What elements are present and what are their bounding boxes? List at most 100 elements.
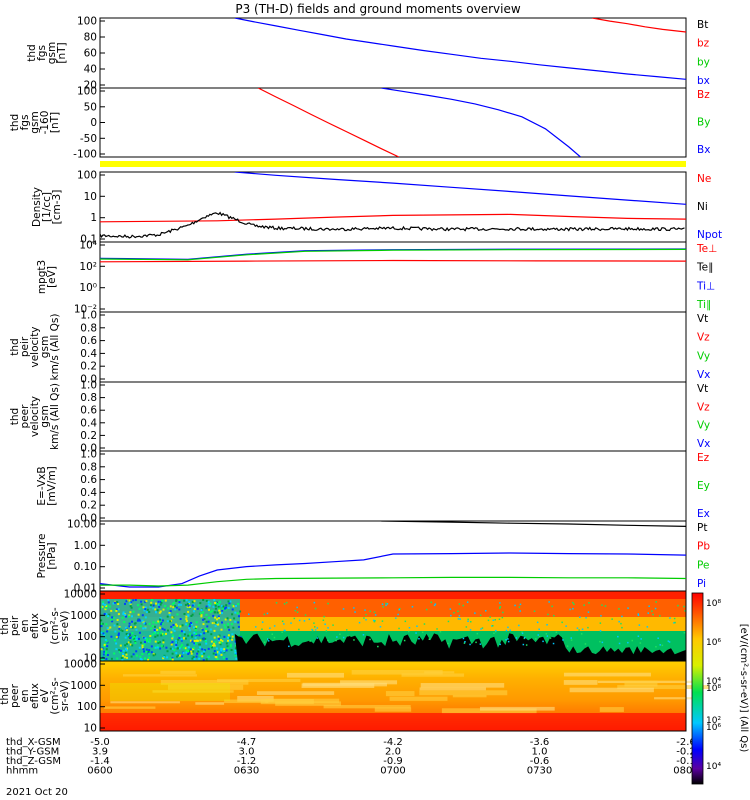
- spectrogram-speckle: [453, 612, 455, 614]
- x-tick-value: -0.6: [530, 756, 550, 767]
- spectrogram-speckle: [129, 611, 132, 614]
- spectrogram-speckle: [128, 635, 130, 638]
- x-row-label: hhmm: [6, 766, 38, 777]
- spectrogram-speckle: [102, 601, 104, 604]
- spectrogram-speckle: [538, 628, 540, 630]
- spectrogram-speckle: [193, 639, 196, 642]
- spectrogram-speckle: [184, 633, 186, 636]
- spectrogram-speckle: [199, 633, 202, 636]
- y-axis-label: eV: [39, 688, 51, 702]
- spectrogram-speckle: [230, 623, 233, 626]
- spectrogram-speckle: [385, 602, 387, 605]
- spectrogram-speckle: [155, 602, 157, 605]
- spectrogram-speckle: [185, 623, 187, 626]
- legend-entry: Ey: [697, 480, 710, 492]
- spectrogram-speckle: [154, 640, 157, 643]
- spectrogram-streak: [237, 695, 274, 702]
- panel-frame: [99, 381, 687, 452]
- y-axis-label: fgs: [19, 115, 31, 131]
- spectrogram-speckle: [450, 614, 452, 617]
- spectrogram-speckle: [194, 642, 197, 645]
- spectrogram-speckle: [214, 653, 217, 656]
- spectrogram-speckle: [135, 635, 138, 638]
- spectrogram-streak: [265, 698, 340, 703]
- spectrogram-speckle: [151, 599, 153, 601]
- spectrogram-speckle: [122, 612, 125, 615]
- spectrogram-speckle: [207, 655, 210, 658]
- spectrogram-speckle: [124, 636, 127, 639]
- spectrogram-speckle: [188, 623, 191, 626]
- spectrogram-speckle: [436, 628, 438, 630]
- spectrogram-speckle: [129, 605, 132, 608]
- y-tick-label: 60: [84, 48, 97, 60]
- spectrogram-speckle: [578, 629, 580, 631]
- spectrogram-speckle: [303, 620, 306, 622]
- spectrogram-speckle: [232, 626, 235, 629]
- spectrogram-speckle: [234, 649, 237, 652]
- spectrogram-speckle: [179, 634, 181, 637]
- spectrogram-speckle: [231, 608, 234, 611]
- spectrogram-speckle: [599, 622, 602, 624]
- spectrogram-speckle: [190, 652, 193, 655]
- legend-entry: Vz: [697, 332, 710, 344]
- spectrogram-speckle: [175, 640, 177, 643]
- y-tick-label: 0.0: [80, 513, 97, 525]
- spectrogram-streak: [216, 678, 301, 683]
- spectrogram-speckle: [142, 606, 145, 609]
- spectrogram-speckle: [169, 610, 172, 613]
- spectrogram-speckle: [175, 599, 178, 602]
- spectrogram-speckle: [127, 634, 130, 637]
- spectrogram-speckle: [683, 632, 686, 634]
- spectrogram-speckle: [188, 627, 191, 630]
- spectrogram-streak: [654, 697, 703, 700]
- spectrogram-speckle: [273, 636, 276, 639]
- spectrogram-speckle: [549, 637, 552, 639]
- spectrogram-speckle: [316, 627, 319, 629]
- spectrogram-speckle: [207, 603, 210, 606]
- spectrogram-speckle: [281, 620, 284, 623]
- y-axis-label: [nPa]: [46, 542, 58, 569]
- spectrogram-speckle: [581, 628, 584, 630]
- spectrogram-speckle: [234, 620, 237, 623]
- spectrogram-speckle: [202, 637, 205, 640]
- spectrogram-speckle: [521, 631, 523, 633]
- spectrogram-speckle: [104, 603, 107, 606]
- spectrogram-speckle: [105, 605, 108, 608]
- spectrogram-speckle: [134, 622, 137, 625]
- spectrogram-speckle: [156, 646, 159, 649]
- spectrogram-speckle: [546, 635, 549, 637]
- spectrogram-speckle: [193, 642, 196, 645]
- spectrogram-speckle: [192, 650, 195, 653]
- spectrogram-speckle: [637, 635, 640, 637]
- spectrogram-speckle: [168, 613, 171, 616]
- legend-entry: Vz: [697, 401, 710, 413]
- spectrogram-speckle: [514, 604, 516, 607]
- spectrogram-speckle: [214, 641, 217, 644]
- spectrogram-speckle: [481, 627, 484, 629]
- spectrogram-speckle: [433, 604, 436, 607]
- spectrogram-speckle: [192, 648, 195, 650]
- spectrogram-speckle: [210, 640, 213, 643]
- spectrogram-speckle: [386, 603, 389, 605]
- spectrogram-speckle: [156, 609, 159, 612]
- spectrogram-speckle: [116, 657, 119, 660]
- spectrogram-speckle: [201, 655, 204, 658]
- spectrogram-speckle: [191, 613, 194, 616]
- spectrogram-speckle: [238, 615, 240, 618]
- spectrogram-streak: [452, 694, 487, 698]
- y-tick-label: 10: [84, 653, 97, 665]
- spectrogram-streak: [286, 672, 345, 678]
- spectrogram-speckle: [130, 606, 133, 609]
- spectrogram-speckle: [537, 634, 539, 636]
- spectrogram-speckle: [238, 635, 241, 638]
- spectrogram-speckle: [125, 649, 128, 652]
- colorbar-tick: 10²: [706, 716, 721, 726]
- spectrogram-speckle: [327, 627, 329, 629]
- spectrogram-speckle: [199, 612, 202, 615]
- legend-entry: Te⊥: [696, 243, 717, 255]
- spectrogram-speckle: [234, 648, 237, 651]
- spectrogram-speckle: [293, 617, 296, 620]
- yellow-flag-bar: [100, 161, 686, 167]
- spectrogram-speckle: [374, 620, 376, 622]
